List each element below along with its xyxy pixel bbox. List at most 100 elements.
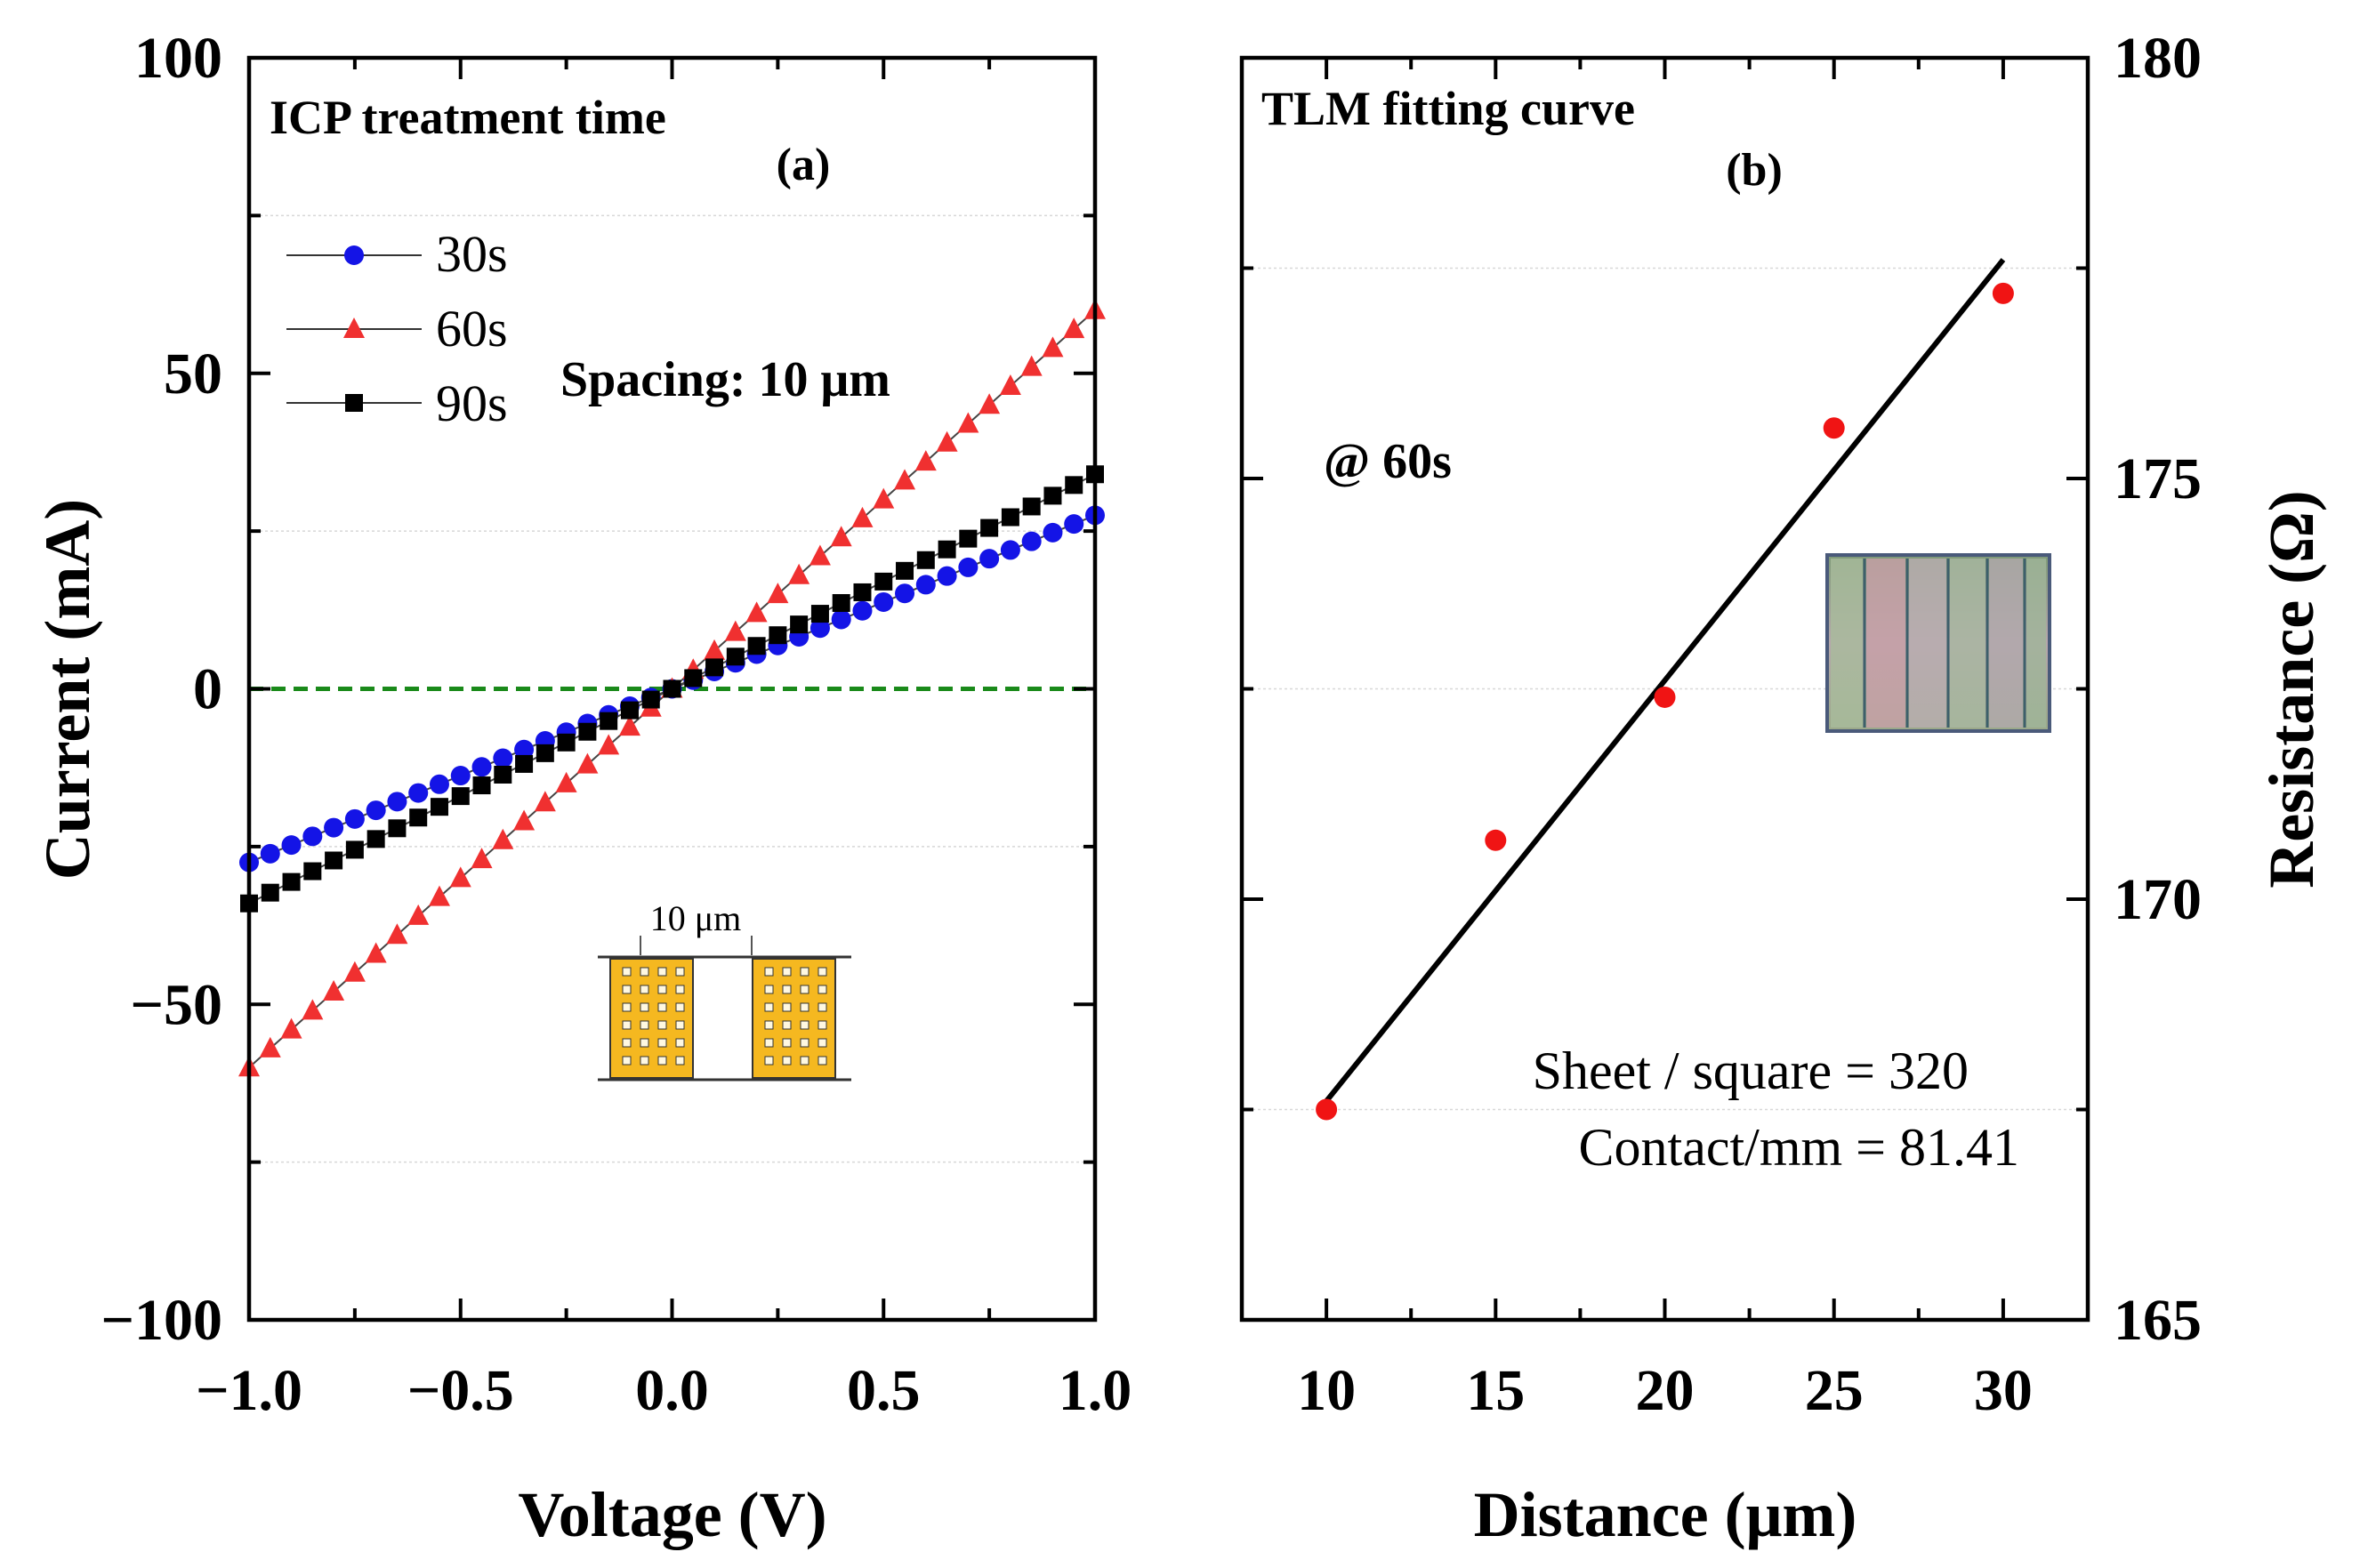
data-point-30s xyxy=(344,808,365,829)
panel-a-xlabel: Voltage (V) xyxy=(518,1479,826,1550)
legend-label-30s: 30s xyxy=(436,225,508,283)
pad-hole xyxy=(675,985,685,994)
pad-hole xyxy=(800,1002,809,1012)
data-point-90s xyxy=(515,754,534,773)
data-point-90s xyxy=(600,712,618,730)
pad-hole xyxy=(657,985,667,994)
data-point-30s xyxy=(514,739,535,760)
data-point-60s xyxy=(555,771,577,792)
data-point-60s xyxy=(598,734,620,755)
pad-hole xyxy=(622,967,632,977)
data-point-90s xyxy=(790,615,809,634)
data-point xyxy=(1654,686,1676,708)
pad-hole xyxy=(764,1020,774,1030)
pad-hole xyxy=(818,1020,827,1030)
data-point-30s xyxy=(852,600,873,621)
data-point-60s xyxy=(999,374,1021,395)
data-point-90s xyxy=(832,594,850,613)
y-tick-label: 50 xyxy=(164,342,222,406)
data-point-60s xyxy=(914,450,937,471)
electrode-inset: 10 μm xyxy=(598,898,851,1082)
data-point-60s xyxy=(513,809,536,831)
pad-hole xyxy=(675,1002,685,1012)
data-point-90s xyxy=(282,872,301,891)
data-point-30s xyxy=(979,549,1000,569)
data-point-60s xyxy=(1042,336,1064,358)
data-point-30s xyxy=(387,792,407,812)
data-point-30s xyxy=(450,766,471,786)
y-tick-label: 175 xyxy=(2114,446,2202,511)
data-point-60s xyxy=(894,469,916,490)
pad-hole xyxy=(764,1056,774,1065)
data-point-30s xyxy=(471,757,492,777)
legend: 30s 60s 90s xyxy=(286,225,508,432)
data-point-90s xyxy=(769,626,787,645)
data-point-30s xyxy=(302,826,323,847)
data-point-60s xyxy=(1020,355,1043,376)
data-point-90s xyxy=(472,776,491,795)
fit-line xyxy=(1324,258,2006,1103)
data-point-60s xyxy=(407,904,430,925)
data-point-60s xyxy=(302,999,324,1020)
panel-b: 10 15 20 25 30 165 170 175 180 TLM fitting curve… xyxy=(1239,26,2327,1550)
data-point-30s xyxy=(1000,540,1020,560)
data-point-60s xyxy=(343,961,366,982)
data-point-90s xyxy=(430,798,448,816)
pad-hole xyxy=(818,1056,827,1065)
y-tick-label: −50 xyxy=(130,972,222,1037)
pad-hole xyxy=(622,1002,632,1012)
data-point-30s xyxy=(1043,522,1063,543)
pad-hole xyxy=(640,1020,649,1030)
data-point-30s xyxy=(1064,514,1084,535)
pad-hole xyxy=(640,1038,649,1048)
data-point-90s xyxy=(980,519,999,537)
panel-b-label: (b) xyxy=(1726,145,1783,196)
data-point-90s xyxy=(451,787,470,806)
data-point xyxy=(1316,1098,1338,1121)
data-point xyxy=(1823,417,1845,439)
panel-b-points xyxy=(1316,282,2014,1121)
data-point-90s xyxy=(1065,476,1083,495)
data-point-30s xyxy=(324,817,344,838)
data-point-90s xyxy=(409,808,428,827)
data-point-60s xyxy=(449,866,471,888)
data-point-90s xyxy=(366,830,385,848)
data-point-60s xyxy=(280,1017,302,1039)
pad-hole xyxy=(782,1020,792,1030)
panel-a-gridlines xyxy=(249,214,1095,1163)
data-point-60s xyxy=(788,563,810,584)
x-tick-label: 20 xyxy=(1636,1358,1695,1423)
pad-hole-array xyxy=(622,967,827,1065)
legend-label-90s: 90s xyxy=(436,374,508,432)
pad-hole xyxy=(657,1056,667,1065)
data-point-60s xyxy=(576,752,599,774)
data-point-60s xyxy=(704,639,726,660)
inset-spacing-label: 10 μm xyxy=(650,898,742,938)
x-tick-label: −1.0 xyxy=(196,1358,302,1423)
y-tick-label: 180 xyxy=(2114,26,2202,91)
data-point-30s xyxy=(937,566,957,586)
data-point-60s xyxy=(979,393,1001,414)
pad-hole xyxy=(640,967,649,977)
pad-hole xyxy=(622,1056,632,1065)
data-point-90s xyxy=(663,679,681,698)
x-tick-label: 0.5 xyxy=(847,1358,921,1423)
x-tick-label: 15 xyxy=(1466,1358,1525,1423)
data-point-90s xyxy=(641,690,660,709)
y-tick-label: 0 xyxy=(193,657,222,722)
panel-a-title: ICP treatment time xyxy=(270,91,666,144)
data-point-60s xyxy=(809,544,831,566)
data-point-60s xyxy=(936,430,958,452)
x-tick-label: 30 xyxy=(1974,1358,2033,1423)
y-tick-label: 165 xyxy=(2114,1288,2202,1353)
data-point-60s xyxy=(873,487,895,509)
panel-a-tick-labels: −1.0 −0.5 0.0 0.5 1.0 −100 −50 0 50 100 xyxy=(101,26,1132,1423)
data-point-90s xyxy=(1043,486,1062,505)
pad-hole xyxy=(764,1038,774,1048)
data-point-90s xyxy=(896,561,914,580)
pad-hole xyxy=(657,1038,667,1048)
data-point-90s xyxy=(938,540,956,559)
data-point-60s xyxy=(745,601,768,623)
x-tick-label: 25 xyxy=(1805,1358,1864,1423)
pad-hole xyxy=(800,1020,809,1030)
